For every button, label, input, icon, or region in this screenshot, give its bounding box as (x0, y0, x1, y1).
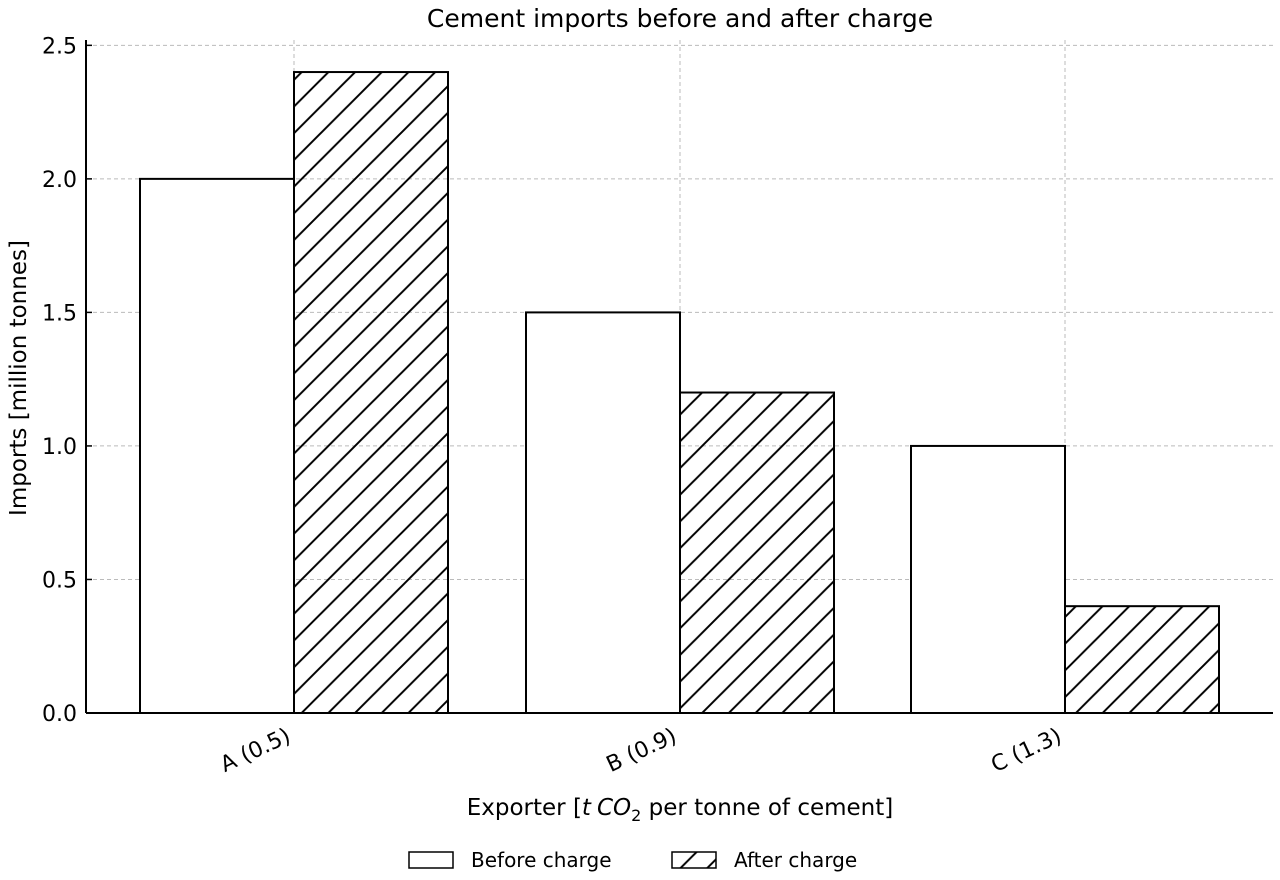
y-tick-label: 1.5 (42, 301, 77, 326)
x-axis-label-suffix: per tonne of cement] (641, 795, 893, 821)
bar-before-charge (525, 311, 681, 714)
y-axis-label: Imports [million tonnes] (6, 240, 32, 516)
y-tick-label: 2.0 (42, 168, 77, 193)
x-ticks: A (0.5) B (0.9) C (1.3) (217, 707, 1066, 778)
bar-after-charge (293, 71, 449, 715)
legend-label: Before charge (471, 848, 612, 872)
x-axis-label-subscript: 2 (631, 806, 641, 825)
y-tick-label: 2.5 (42, 34, 77, 59)
legend-swatch (408, 851, 454, 869)
x-axis-label: Exporter [t CO2 per tonne of cement] (467, 795, 894, 825)
x-axis-label-t: t (582, 795, 592, 821)
x-axis-label-co: CO (597, 795, 631, 821)
legend: Before charge After charge (408, 848, 857, 872)
chart-title: Cement imports before and after charge (427, 4, 933, 33)
x-axis-label-prefix: Exporter [ (467, 795, 582, 821)
bar-after-charge (679, 391, 835, 714)
legend-label: After charge (734, 848, 857, 872)
bar-before-charge (910, 444, 1066, 714)
x-tick-label: B (0.9) (603, 724, 681, 778)
bars (139, 71, 1220, 715)
bar-before-charge (139, 177, 295, 715)
legend-swatch (671, 851, 717, 869)
x-tick-label: A (0.5) (217, 724, 295, 778)
y-ticks: 0.0 0.5 1.0 1.5 2.0 2.5 (42, 34, 92, 727)
y-tick-label: 1.0 (42, 435, 77, 460)
bar-after-charge (1064, 605, 1220, 715)
y-tick-label: 0.5 (42, 568, 77, 593)
y-tick-label: 0.0 (42, 702, 77, 727)
x-tick-label: C (1.3) (987, 724, 1065, 778)
